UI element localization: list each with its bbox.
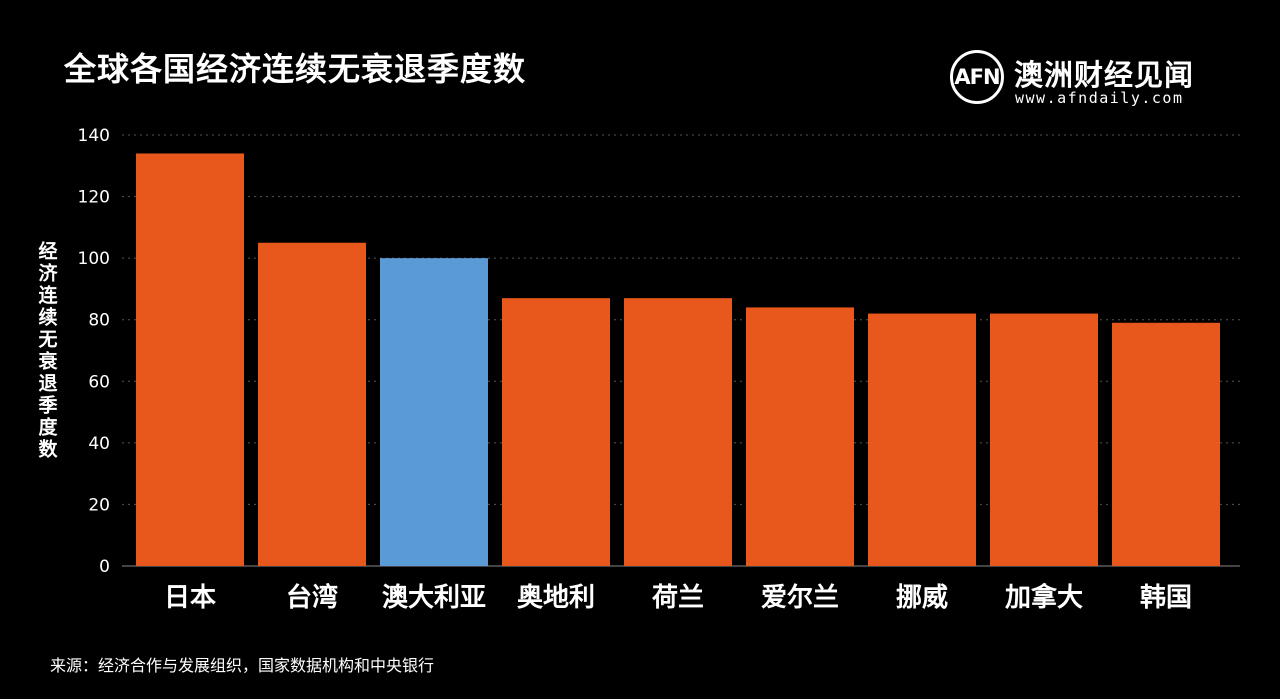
x-tick-label: 韩国: [1140, 583, 1192, 613]
bar: [868, 313, 976, 566]
source-note: 来源：经济合作与发展组织，国家数据机构和中央银行: [50, 656, 435, 675]
bar: [136, 153, 244, 566]
bar: [624, 298, 732, 566]
bar: [1112, 322, 1220, 566]
y-tick-label: 80: [88, 311, 110, 331]
x-tick-label: 台湾: [286, 582, 338, 613]
y-tick-label: 60: [88, 372, 110, 392]
y-tick-label: 40: [88, 434, 110, 454]
x-tick-label: 加拿大: [1005, 582, 1083, 613]
y-axis-label: 经济连续无衰退季度数: [37, 240, 58, 461]
x-tick-label: 荷兰: [652, 583, 704, 613]
chart-title: 全球各国经济连续无衰退季度数: [64, 50, 527, 88]
x-tick-label: 奥地利: [517, 582, 595, 613]
x-tick-label: 挪威: [896, 582, 948, 613]
y-tick-label: 120: [78, 188, 110, 208]
bar: [258, 242, 366, 566]
bar: [502, 298, 610, 566]
x-tick-label: 澳大利亚: [382, 583, 486, 613]
bar: [746, 307, 854, 566]
y-tick-label: 20: [88, 495, 110, 515]
brand-name: 澳洲财经见闻: [1014, 58, 1195, 92]
bar: [990, 313, 1098, 566]
brand-url: www.afndaily.com: [1015, 89, 1184, 107]
y-tick-label: 140: [78, 126, 110, 146]
y-tick-label: 100: [78, 249, 110, 269]
afn-logo-icon: AFN: [950, 50, 1004, 104]
x-tick-label: 日本: [164, 583, 216, 613]
bar: [380, 258, 488, 566]
y-tick-label: 0: [99, 557, 110, 577]
x-tick-label: 爱尔兰: [761, 582, 839, 613]
brand-logo: AFN 澳洲财经见闻 www.afndaily.com: [950, 50, 1250, 114]
